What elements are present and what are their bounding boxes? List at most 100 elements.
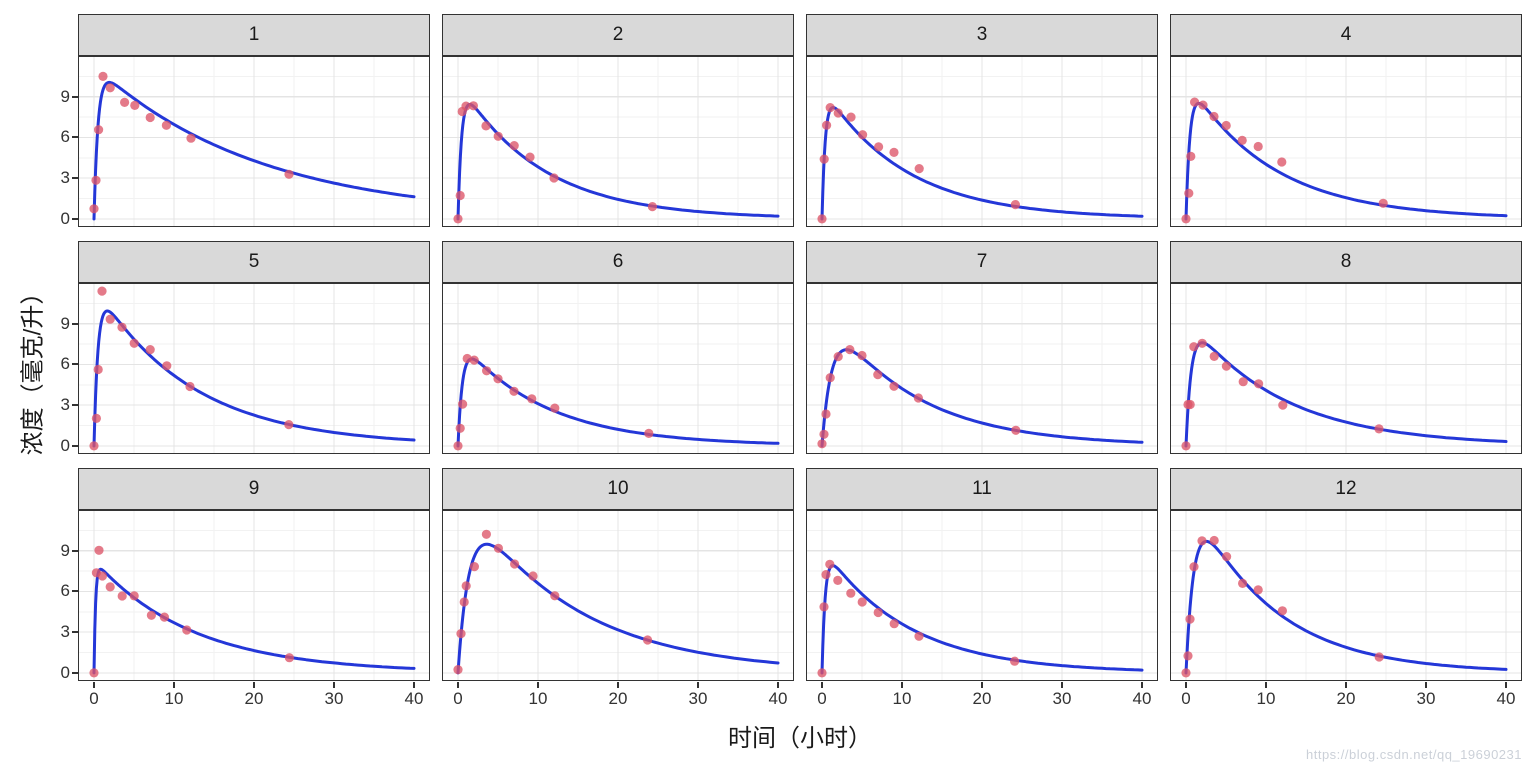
y-tick-mark — [72, 136, 78, 139]
data-points — [453, 529, 653, 675]
facet-strip: 2 — [442, 14, 794, 56]
data-point — [1011, 425, 1021, 435]
data-points — [1181, 97, 1388, 224]
x-tick-label: 40 — [404, 689, 424, 708]
data-points — [1181, 535, 1384, 678]
data-point — [819, 154, 829, 164]
major-gridlines — [442, 56, 794, 227]
data-point — [825, 559, 835, 569]
data-point — [161, 120, 171, 130]
y-tick-label: 6 — [60, 127, 70, 147]
facet-strip-label: 2 — [612, 24, 624, 45]
facet-panel — [78, 510, 430, 681]
data-points — [817, 559, 1020, 678]
x-tick-mark — [1185, 682, 1187, 688]
data-point — [1277, 606, 1287, 616]
data-point — [453, 441, 463, 451]
facet-strip-label: 5 — [248, 251, 260, 272]
x-tick-mark — [1425, 682, 1427, 688]
data-points — [453, 101, 657, 224]
data-point — [873, 370, 883, 380]
data-point — [1209, 111, 1219, 122]
data-point — [1209, 351, 1219, 361]
y-tick-mark — [72, 322, 78, 325]
x-tick-mark — [981, 682, 983, 688]
data-point — [873, 607, 883, 618]
data-points — [453, 353, 654, 451]
data-point — [453, 214, 463, 224]
y-tick-mark — [72, 631, 78, 634]
data-point — [527, 394, 537, 404]
data-point — [1181, 214, 1191, 224]
x-tick-label: 20 — [244, 689, 264, 708]
x-axis-title: 时间（小时） — [728, 725, 872, 752]
panel-border — [1170, 283, 1522, 454]
data-point — [1181, 668, 1191, 678]
facet-strip-label: 3 — [976, 24, 988, 45]
x-tick-label: 30 — [688, 689, 708, 708]
data-point — [89, 668, 99, 678]
data-point — [1186, 151, 1196, 161]
data-point — [549, 173, 559, 183]
data-point — [643, 635, 653, 645]
facet-panel — [442, 510, 794, 681]
data-point — [817, 439, 827, 449]
data-point — [284, 169, 294, 179]
facet-strip: 7 — [806, 241, 1158, 283]
data-point — [1181, 441, 1191, 451]
x-tick-label: 40 — [768, 689, 788, 708]
x-tick-label: 30 — [1052, 689, 1072, 708]
data-point — [93, 364, 103, 375]
facet-strip: 11 — [806, 468, 1158, 510]
facet-strip-label: 9 — [248, 478, 260, 499]
data-point — [509, 386, 519, 396]
data-point — [825, 103, 835, 113]
data-point — [1277, 157, 1287, 167]
x-tick-mark — [93, 682, 95, 688]
data-point — [833, 575, 843, 585]
data-point — [1374, 424, 1384, 434]
data-point — [644, 428, 654, 438]
data-point — [145, 345, 155, 355]
data-point — [647, 202, 657, 212]
data-point — [822, 120, 832, 130]
y-tick-label: 0 — [60, 662, 70, 682]
facet-strip: 5 — [78, 241, 430, 283]
data-point — [1184, 188, 1194, 198]
data-point — [833, 352, 843, 362]
data-point — [186, 133, 196, 143]
x-tick-mark — [1061, 682, 1063, 688]
facet-strip-label: 10 — [607, 478, 629, 499]
facet-strip-label: 11 — [972, 478, 992, 499]
data-point — [1378, 198, 1388, 208]
facet-strip-label: 6 — [612, 251, 624, 272]
facet-panel — [442, 283, 794, 454]
major-gridlines — [1170, 56, 1522, 227]
data-point — [845, 345, 855, 355]
x-tick-mark — [617, 682, 619, 688]
x-tick-label: 10 — [164, 689, 184, 708]
facet-strip: 9 — [78, 468, 430, 510]
major-gridlines — [442, 283, 794, 454]
data-point — [481, 529, 491, 539]
x-tick-label: 0 — [1181, 689, 1191, 708]
data-point — [462, 353, 472, 364]
y-tick-label: 6 — [60, 581, 70, 601]
x-tick-mark — [1345, 682, 1347, 688]
data-point — [846, 588, 856, 598]
panel-border — [806, 510, 1158, 681]
y-tick-label: 3 — [60, 168, 70, 188]
data-point — [857, 597, 867, 607]
data-point — [821, 570, 831, 580]
data-point — [510, 559, 520, 569]
data-point — [461, 101, 471, 111]
data-point — [455, 190, 465, 201]
data-point — [146, 610, 156, 620]
data-point — [1197, 338, 1207, 348]
facet-strip: 10 — [442, 468, 794, 510]
data-point — [455, 423, 465, 433]
data-point — [825, 373, 835, 383]
x-tick-mark — [821, 682, 823, 688]
x-tick-mark — [697, 682, 699, 688]
data-point — [1221, 361, 1231, 371]
